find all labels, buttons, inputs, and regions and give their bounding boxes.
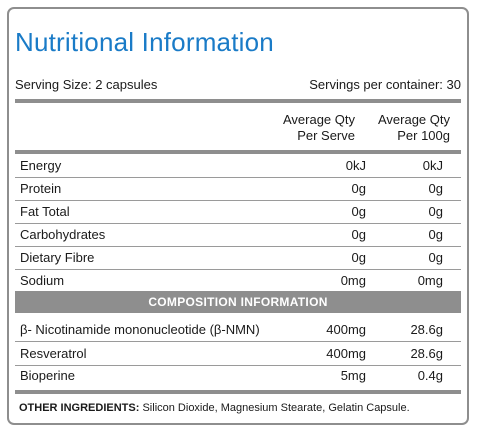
other-ingredients: OTHER INGREDIENTS: Silicon Dioxide, Magn…	[19, 402, 410, 414]
row-divider	[15, 200, 461, 201]
serving-size: Serving Size: 2 capsules	[15, 77, 158, 92]
other-ingredients-label: OTHER INGREDIENTS:	[19, 402, 140, 414]
nutrient-name: Fat Total	[20, 204, 70, 219]
nutrient-per-100g: 0g	[428, 250, 443, 265]
composition-row: β- Nicotinamide mononucleotide (β-NMN) 4…	[15, 318, 461, 341]
nutrient-name: Sodium	[20, 273, 65, 288]
nutrient-name: Energy	[20, 158, 62, 173]
row-divider	[15, 246, 461, 247]
nutrient-row: Sodium 0mg 0mg	[15, 269, 461, 292]
nutrient-row: Protein 0g 0g	[15, 177, 461, 200]
composition-per-serve: 400mg	[326, 346, 366, 361]
nutrition-panel	[7, 7, 469, 425]
composition-header-band: COMPOSITION INFORMATION	[15, 291, 461, 313]
nutrient-per-100g: 0g	[428, 181, 443, 196]
nutrient-per-100g: 0g	[428, 227, 443, 242]
composition-per-100g: 0.4g	[417, 368, 443, 383]
nutrient-name: Carbohydrates	[20, 227, 106, 242]
composition-name: Bioperine	[20, 368, 75, 383]
composition-per-100g: 28.6g	[410, 322, 443, 337]
nutrient-row: Carbohydrates 0g 0g	[15, 223, 461, 246]
columns-rule	[15, 150, 461, 154]
column-header-per-serve: Average Qty Per Serve	[283, 112, 355, 144]
composition-per-serve: 400mg	[326, 322, 366, 337]
nutrient-row: Dietary Fibre 0g 0g	[15, 246, 461, 269]
nutrient-name: Protein	[20, 181, 62, 196]
nutrient-row: Fat Total 0g 0g	[15, 200, 461, 223]
other-ingredients-text: Silicon Dioxide, Magnesium Stearate, Gel…	[142, 402, 410, 414]
composition-row: Bioperine 5mg 0.4g	[15, 364, 461, 387]
nutrient-per-serve: 0kJ	[345, 158, 366, 173]
composition-name: β- Nicotinamide mononucleotide (β-NMN)	[20, 322, 260, 337]
column-header-per-100g: Average Qty Per 100g	[378, 112, 450, 144]
nutrient-row: Energy 0kJ 0kJ	[15, 154, 461, 177]
panel-title: Nutritional Information	[15, 27, 274, 57]
row-divider	[15, 223, 461, 224]
header-rule	[15, 99, 461, 103]
column-header-per-100g-line2: Per 100g	[397, 128, 450, 143]
nutrient-per-100g: 0kJ	[422, 158, 443, 173]
nutrient-per-100g: 0g	[428, 204, 443, 219]
row-divider	[15, 365, 461, 366]
servings-per-container: Servings per container: 30	[309, 77, 461, 92]
nutrient-per-serve: 0mg	[340, 273, 366, 288]
row-divider	[15, 177, 461, 178]
composition-row: Resveratrol 400mg 28.6g	[15, 342, 461, 365]
nutrient-name: Dietary Fibre	[20, 250, 95, 265]
column-header-per-100g-line1: Average Qty	[377, 112, 450, 127]
row-divider	[15, 269, 461, 270]
composition-header: COMPOSITION INFORMATION	[148, 295, 328, 309]
composition-per-100g: 28.6g	[410, 346, 443, 361]
footer-rule	[15, 390, 461, 394]
composition-per-serve: 5mg	[340, 368, 366, 383]
column-header-per-serve-line2: Per Serve	[297, 128, 355, 143]
nutrient-per-serve: 0g	[351, 250, 366, 265]
row-divider	[15, 341, 461, 342]
composition-name: Resveratrol	[20, 346, 87, 361]
column-header-per-serve-line1: Average Qty	[282, 112, 355, 127]
nutrient-per-serve: 0g	[351, 227, 366, 242]
nutrient-per-serve: 0g	[351, 204, 366, 219]
nutrient-per-100g: 0mg	[417, 273, 443, 288]
nutrient-per-serve: 0g	[351, 181, 366, 196]
